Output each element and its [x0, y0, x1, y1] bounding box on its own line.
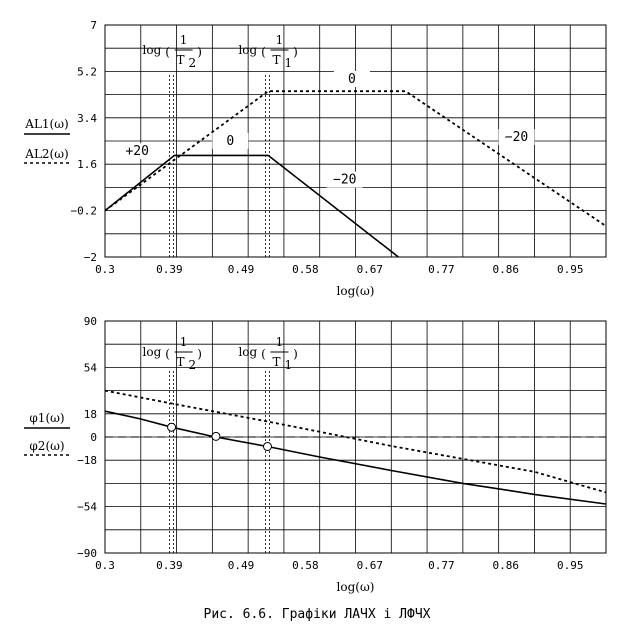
x-axis-label: log(ω)	[337, 580, 375, 594]
y-tick-label: 90	[84, 315, 97, 328]
y-axis-label-series-1: AL1(ω)	[24, 117, 68, 131]
annotation-background	[326, 171, 363, 188]
vline-log-text: log	[143, 43, 162, 57]
x-tick-label: 0.3	[95, 263, 115, 276]
y-tick-label: 54	[84, 361, 98, 374]
vline-numerator: 1	[276, 335, 284, 349]
annotation-background	[333, 71, 370, 87]
series-line-2	[105, 389, 606, 494]
slope-annotation: −20	[333, 173, 356, 188]
vline-paren-right: )	[293, 45, 298, 59]
x-tick-label: 0.67	[357, 559, 384, 572]
vline-numerator: 1	[276, 33, 284, 47]
vline-subscript: 1	[284, 56, 292, 70]
vline-denominator: T	[177, 53, 185, 67]
x-tick-label: 0.3	[95, 559, 115, 572]
vline-log-text: log	[238, 345, 257, 359]
annotation-background	[498, 129, 535, 145]
x-axis-label: log(ω)	[337, 284, 375, 298]
x-tick-label: 0.49	[228, 263, 255, 276]
vline-denominator: T	[177, 355, 185, 369]
x-tick-label: 0.86	[493, 559, 520, 572]
x-tick-label: 0.77	[428, 263, 455, 276]
series-line-2	[105, 90, 606, 227]
y-tick-label: 3.4	[77, 112, 97, 125]
y-tick-label: 1.6	[77, 158, 97, 171]
annotation-background	[119, 143, 156, 160]
x-tick-label: 0.67	[357, 263, 384, 276]
series-line-1	[105, 410, 606, 505]
slope-annotation: +20	[125, 144, 148, 159]
vline-label-1: log (1 T 2)	[143, 335, 202, 372]
x-tick-label: 0.39	[156, 263, 183, 276]
chart-amplitude: 0.3 0.39 0.49 0.58 0.67 0.77 0.86 0.95 −2 −0.2 1.6…	[24, 19, 607, 298]
x-tick-label: 0.58	[292, 263, 319, 276]
vline-subscript: 2	[189, 56, 197, 70]
y-tick-label: 0	[90, 431, 97, 444]
annotation-background	[212, 132, 249, 149]
vline-denominator: T	[272, 53, 280, 67]
vline-paren-left: (	[261, 347, 266, 361]
vline-label-1: log (1 T 2)	[143, 33, 202, 70]
x-tick-label: 0.95	[557, 559, 584, 572]
vline-subscript: 1	[284, 358, 292, 372]
x-tick-label: 0.49	[228, 559, 255, 572]
chart-phase: 0.3 0.39 0.49 0.58 0.67 0.77 0.86 0.95 −90 −54 −18…	[24, 315, 607, 594]
y-tick-label: −2	[84, 251, 97, 264]
slope-annotation: 0	[348, 72, 356, 87]
y-tick-label: −18	[77, 454, 97, 467]
vline-denominator: T	[272, 355, 280, 369]
y-axis-label-series-1: φ1(ω)	[29, 411, 64, 425]
data-point-marker	[262, 442, 272, 452]
y-tick-label: −0.2	[71, 205, 98, 218]
vline-paren-left: (	[165, 45, 170, 59]
series-line-1	[105, 154, 399, 257]
slope-annotation: 0	[226, 134, 234, 149]
vline-log-text: log	[238, 43, 257, 57]
y-axis-label-series-2: AL2(ω)	[24, 147, 68, 161]
plot-frame	[104, 24, 607, 258]
x-tick-label: 0.95	[557, 263, 584, 276]
x-tick-label: 0.86	[493, 263, 520, 276]
y-axis-label-series-2: φ2(ω)	[29, 439, 64, 453]
vline-numerator: 1	[180, 335, 188, 349]
y-tick-label: 18	[84, 408, 97, 421]
vline-paren-right: )	[197, 347, 202, 361]
y-tick-label: −90	[77, 547, 97, 560]
vline-paren-left: (	[165, 347, 170, 361]
y-tick-label: −54	[77, 501, 97, 514]
x-tick-label: 0.77	[428, 559, 455, 572]
data-point-marker	[211, 431, 221, 441]
vline-paren-left: (	[261, 45, 266, 59]
vline-log-text: log	[143, 345, 162, 359]
vline-numerator: 1	[180, 33, 188, 47]
vline-paren-right: )	[197, 45, 202, 59]
vline-label-2: log (1T 1)	[238, 33, 297, 70]
data-point-marker	[167, 422, 177, 432]
x-tick-label: 0.39	[156, 559, 183, 572]
y-tick-label: 5.2	[77, 65, 97, 78]
vline-subscript: 2	[189, 358, 197, 372]
vline-label-2: log (1T 1)	[238, 335, 297, 372]
x-tick-label: 0.58	[292, 559, 319, 572]
slope-annotation: −20	[505, 130, 528, 145]
vline-paren-right: )	[293, 347, 298, 361]
y-tick-label: 7	[90, 19, 97, 32]
figure-caption: Рис. 6.6. Графіки ЛАЧХ і ЛФЧХ	[204, 607, 431, 622]
